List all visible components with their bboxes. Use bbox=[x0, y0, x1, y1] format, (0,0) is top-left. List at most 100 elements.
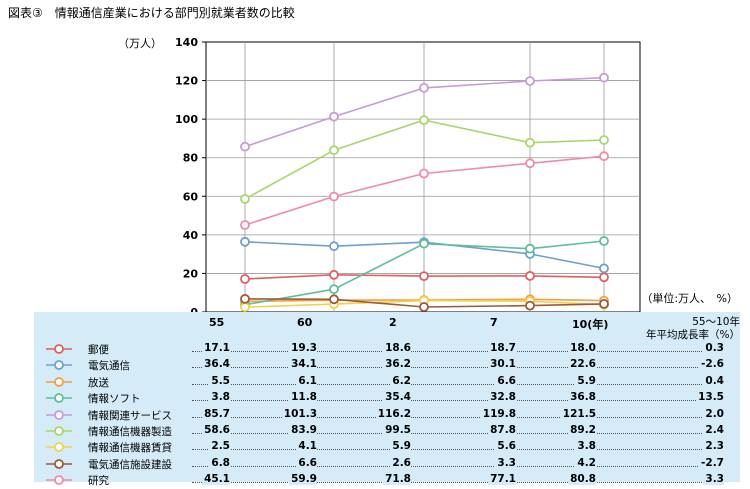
table-cell: 45.1 bbox=[202, 473, 230, 486]
table-cell: 3.8 bbox=[209, 391, 230, 404]
table-row: 放送 5.5 6.1 6.2 6.6 5.9 0.4 bbox=[34, 374, 740, 390]
dotted-leader bbox=[192, 482, 724, 484]
dotted-leader bbox=[192, 465, 724, 467]
table-cell: 3.3 bbox=[495, 456, 516, 469]
legend-marker bbox=[46, 442, 72, 453]
table-cell: 3.8 bbox=[575, 440, 596, 453]
legend-marker bbox=[46, 376, 72, 387]
table-cell: 71.8 bbox=[383, 473, 411, 486]
table-cell: 17.1 bbox=[202, 342, 230, 354]
table-row: 情報関連サービス 85.7 101.3 116.2 119.8 121.5 2.0 bbox=[34, 407, 740, 423]
data-point bbox=[599, 263, 609, 274]
y-tick-label: 140 bbox=[175, 36, 198, 49]
table-cell: 36.4 bbox=[202, 358, 230, 371]
data-point bbox=[329, 111, 339, 122]
legend-point bbox=[54, 442, 64, 453]
data-point bbox=[525, 300, 535, 311]
table-cell: 32.8 bbox=[488, 391, 516, 404]
legend-marker bbox=[46, 360, 72, 371]
table-row: 情報通信機器賃貸 2.5 4.1 5.9 5.6 3.8 2.3 bbox=[34, 439, 740, 455]
dotted-leader bbox=[192, 383, 724, 385]
data-point bbox=[599, 72, 609, 83]
legend-point bbox=[54, 426, 64, 436]
data-point bbox=[525, 270, 535, 281]
table-cell: 6.6 bbox=[495, 374, 516, 387]
column-header: 7 bbox=[490, 316, 498, 329]
table-cell: 4.2 bbox=[575, 456, 596, 469]
table-cell: 36.2 bbox=[383, 358, 411, 371]
y-tick-label: 40 bbox=[183, 229, 199, 242]
dotted-leader bbox=[192, 416, 724, 418]
table-cell: 58.6 bbox=[202, 424, 230, 436]
series-label: 電気通信施設建設 bbox=[88, 458, 172, 471]
data-point bbox=[599, 236, 609, 246]
growth-cell: 2.3 bbox=[703, 440, 724, 453]
y-tick-label: 80 bbox=[183, 152, 199, 165]
data-point bbox=[419, 115, 429, 125]
data-point bbox=[419, 83, 429, 93]
column-header: 2 bbox=[389, 316, 397, 329]
table-cell: 87.8 bbox=[488, 424, 516, 436]
data-point bbox=[240, 141, 250, 152]
data-point bbox=[329, 191, 339, 202]
data-point bbox=[419, 302, 429, 312]
series-label: 郵便 bbox=[88, 344, 109, 356]
y-tick-label: 20 bbox=[183, 267, 199, 280]
table-cell: 22.6 bbox=[568, 358, 596, 371]
data-point bbox=[599, 298, 609, 309]
table-cell: 6.8 bbox=[209, 456, 230, 469]
data-point bbox=[525, 76, 535, 86]
data-point bbox=[329, 269, 339, 280]
table-cell: 89.2 bbox=[568, 424, 596, 436]
legend-point bbox=[54, 475, 64, 486]
data-point bbox=[329, 145, 339, 156]
table-row: 情報通信機器製造 58.6 83.9 99.5 87.8 89.2 2.4 bbox=[34, 423, 740, 439]
legend-marker bbox=[46, 409, 72, 420]
data-point bbox=[599, 135, 609, 145]
legend-point bbox=[54, 344, 64, 354]
data-point bbox=[419, 168, 429, 179]
data-table: 55 60 2 7 10(年) 55〜10年 年平均成長率（%） 郵便 17.1 19.3 18… bbox=[34, 312, 740, 487]
legend-marker bbox=[46, 393, 72, 404]
dotted-leader bbox=[192, 400, 724, 402]
table-cell: 5.5 bbox=[209, 374, 230, 387]
series-label: 情報ソフト bbox=[88, 393, 141, 406]
growth-cell: 2.4 bbox=[703, 424, 724, 436]
column-header: 10(年) bbox=[572, 318, 609, 331]
series-label: 情報通信機器製造 bbox=[88, 426, 172, 438]
table-row: 電気通信 36.4 34.1 36.2 30.1 22.6 -2.6 bbox=[34, 357, 740, 373]
y-tick-label: 60 bbox=[183, 190, 199, 203]
table-cell: 19.3 bbox=[289, 342, 317, 354]
data-point bbox=[525, 243, 535, 254]
legend-point bbox=[54, 393, 64, 404]
data-point bbox=[599, 151, 609, 162]
table-cell: 119.8 bbox=[480, 407, 516, 420]
legend-point bbox=[54, 376, 64, 387]
legend-point bbox=[54, 409, 64, 420]
table-cell: 11.8 bbox=[289, 391, 317, 404]
y-axis-label: （万人） bbox=[118, 37, 162, 50]
dotted-leader bbox=[192, 433, 724, 434]
y-tick-label: 120 bbox=[175, 75, 198, 88]
growth-cell: 3.3 bbox=[703, 473, 724, 486]
series-label: 放送 bbox=[88, 376, 109, 389]
growth-cell: 13.5 bbox=[696, 391, 724, 404]
table-cell: 6.2 bbox=[390, 374, 411, 387]
growth-cell: 2.0 bbox=[703, 407, 724, 420]
growth-rate-header: 55〜10年 年平均成長率（%） bbox=[646, 316, 740, 342]
table-cell: 18.7 bbox=[488, 342, 516, 354]
table-cell: 35.4 bbox=[383, 391, 411, 404]
table-cell: 6.6 bbox=[296, 456, 317, 469]
table-cell: 2.6 bbox=[390, 456, 411, 469]
series-label: 情報通信機器賃貸 bbox=[88, 442, 172, 455]
table-cell: 2.5 bbox=[209, 440, 230, 453]
legend-marker bbox=[46, 475, 72, 486]
y-tick-label: 100 bbox=[175, 113, 198, 126]
growth-cell: -2.7 bbox=[699, 456, 724, 469]
data-point bbox=[419, 238, 429, 249]
table-cell: 18.0 bbox=[568, 342, 596, 354]
table-cell: 121.5 bbox=[560, 407, 596, 420]
data-point bbox=[525, 158, 535, 169]
table-row: 情報ソフト 3.8 11.8 35.4 32.8 36.8 13.5 bbox=[34, 390, 740, 406]
